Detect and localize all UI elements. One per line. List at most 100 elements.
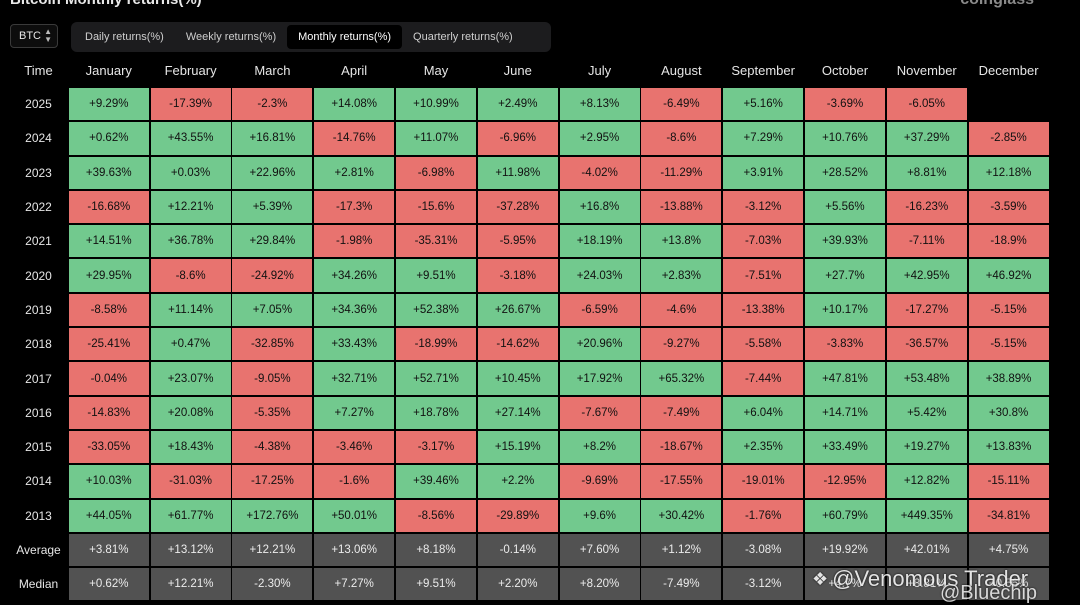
return-cell: +2.49% [477, 88, 558, 121]
return-cell: -34.81% [968, 499, 1049, 532]
return-cell: +65.32% [641, 362, 722, 395]
return-cell [968, 88, 1049, 121]
return-cell: -33.05% [68, 430, 149, 464]
return-cell: +5.39% [232, 190, 313, 224]
tab-quarterly-returns[interactable]: Quarterly returns(%) [413, 31, 513, 43]
return-cell: -2.3% [232, 88, 313, 121]
return-cell: -12.95% [804, 465, 885, 498]
return-cell: +12.82% [886, 465, 967, 498]
return-cell: +15.19% [477, 430, 558, 464]
return-cell: -8.58% [68, 293, 149, 327]
return-cell: -9.69% [559, 465, 640, 498]
column-header-month: September [731, 62, 795, 78]
return-cell: +16.8% [559, 190, 640, 224]
return-cell: -6.96% [477, 122, 558, 155]
return-cell: +29.84% [232, 225, 313, 258]
return-cell: -6.49% [641, 88, 722, 121]
stat-cell: +8.81% [886, 568, 967, 601]
return-cell: +18.19% [559, 225, 640, 258]
return-cell: +20.08% [150, 396, 231, 429]
return-cell: -9.05% [232, 362, 313, 395]
coin-select[interactable]: BTC ▲ ▼ [10, 24, 58, 48]
return-cell: -6.59% [559, 293, 640, 327]
return-cell: -2.85% [968, 122, 1049, 155]
return-cell: -3.46% [314, 430, 395, 464]
return-cell: +2.95% [559, 122, 640, 155]
return-cell: +47.81% [804, 362, 885, 395]
return-cell: -14.76% [314, 122, 395, 155]
return-cell: +9.6% [559, 499, 640, 532]
return-cell: +19.27% [886, 430, 967, 464]
return-cell: +13.8% [641, 225, 722, 258]
return-cell: +39.63% [68, 156, 149, 189]
return-cell: -18.9% [968, 225, 1049, 258]
return-cell: +18.78% [395, 396, 476, 429]
return-cell: +14.08% [314, 88, 395, 121]
column-header-month: March [254, 62, 291, 78]
watermark-secondary: @Bluechip [940, 582, 1038, 604]
year-label: 2019 [25, 302, 52, 317]
return-cell: +33.49% [804, 430, 885, 464]
return-cell: -6.05% [886, 88, 967, 121]
return-cell: +8.13% [559, 88, 640, 121]
year-label: 2024 [25, 131, 52, 146]
return-cell: -5.35% [232, 396, 313, 429]
year-label: 2014 [25, 474, 52, 489]
monthly-returns-table: Time January February March April May June July… [10, 54, 1049, 601]
return-cell: +27.7% [804, 259, 885, 292]
stat-cell: +12.21% [150, 568, 231, 601]
column-header-month: June [503, 62, 532, 78]
return-cell: +37.29% [886, 122, 967, 155]
return-cell: +11.07% [395, 122, 476, 155]
stat-row-label: Median [18, 577, 59, 592]
stat-cell: +13.12% [150, 533, 231, 567]
return-cell: +18.43% [150, 430, 231, 464]
tab-daily-returns[interactable]: Daily returns(%) [85, 31, 164, 43]
stat-cell: +4.75% [968, 533, 1049, 567]
return-cell: +30.8% [968, 396, 1049, 429]
return-cell: -15.6% [395, 190, 476, 224]
return-cell: +32.71% [314, 362, 395, 395]
tab-weekly-returns[interactable]: Weekly returns(%) [185, 31, 277, 43]
return-cell: +16.81% [232, 122, 313, 155]
brand-logo: coinglass [960, 0, 1034, 9]
return-cell: -3.17% [395, 430, 476, 464]
return-cell: -17.27% [886, 293, 967, 327]
return-cell: +9.29% [68, 88, 149, 121]
return-cell: -5.58% [723, 328, 804, 361]
stat-cell: +19.92% [804, 533, 885, 567]
return-cell: +50.01% [314, 499, 395, 532]
return-cell: -7.03% [723, 225, 804, 258]
diamond-logo-icon: ❖ [812, 568, 829, 589]
column-header-month: December [978, 62, 1039, 78]
return-cell: +11.98% [477, 156, 558, 189]
return-cell: -7.51% [723, 259, 804, 292]
return-cell: +29.95% [68, 259, 149, 292]
return-cell: +5.42% [886, 396, 967, 429]
return-cell: +9.51% [395, 259, 476, 292]
return-cell: +60.79% [804, 499, 885, 532]
stat-cell: -2.30% [232, 568, 313, 601]
chevron-updown-icon: ▲ ▼ [44, 27, 52, 44]
return-cell: +23.07% [150, 362, 231, 395]
year-label: 2013 [25, 508, 52, 523]
year-label: 2023 [25, 165, 52, 180]
stat-cell: +3.81% [68, 533, 149, 567]
return-cell: -18.99% [395, 328, 476, 361]
return-cell: +10.76% [804, 122, 885, 155]
return-cell: -29.89% [477, 499, 558, 532]
column-header-month: February [164, 62, 217, 78]
return-cell: +39.93% [804, 225, 885, 258]
stat-cell: +12.21% [232, 533, 313, 567]
return-cell: -8.6% [641, 122, 722, 155]
return-cell: -5.95% [477, 225, 558, 258]
stat-cell: +1.12% [641, 533, 722, 567]
return-cell: -1.98% [314, 225, 395, 258]
return-cell: +14.51% [68, 225, 149, 258]
year-label: 2015 [25, 440, 52, 455]
return-cell: -37.28% [477, 190, 558, 224]
return-cell: -7.11% [886, 225, 967, 258]
return-cell: -19.01% [723, 465, 804, 498]
return-cell: -3.83% [804, 328, 885, 361]
tab-monthly-returns[interactable]: Monthly returns(%) [287, 25, 403, 49]
